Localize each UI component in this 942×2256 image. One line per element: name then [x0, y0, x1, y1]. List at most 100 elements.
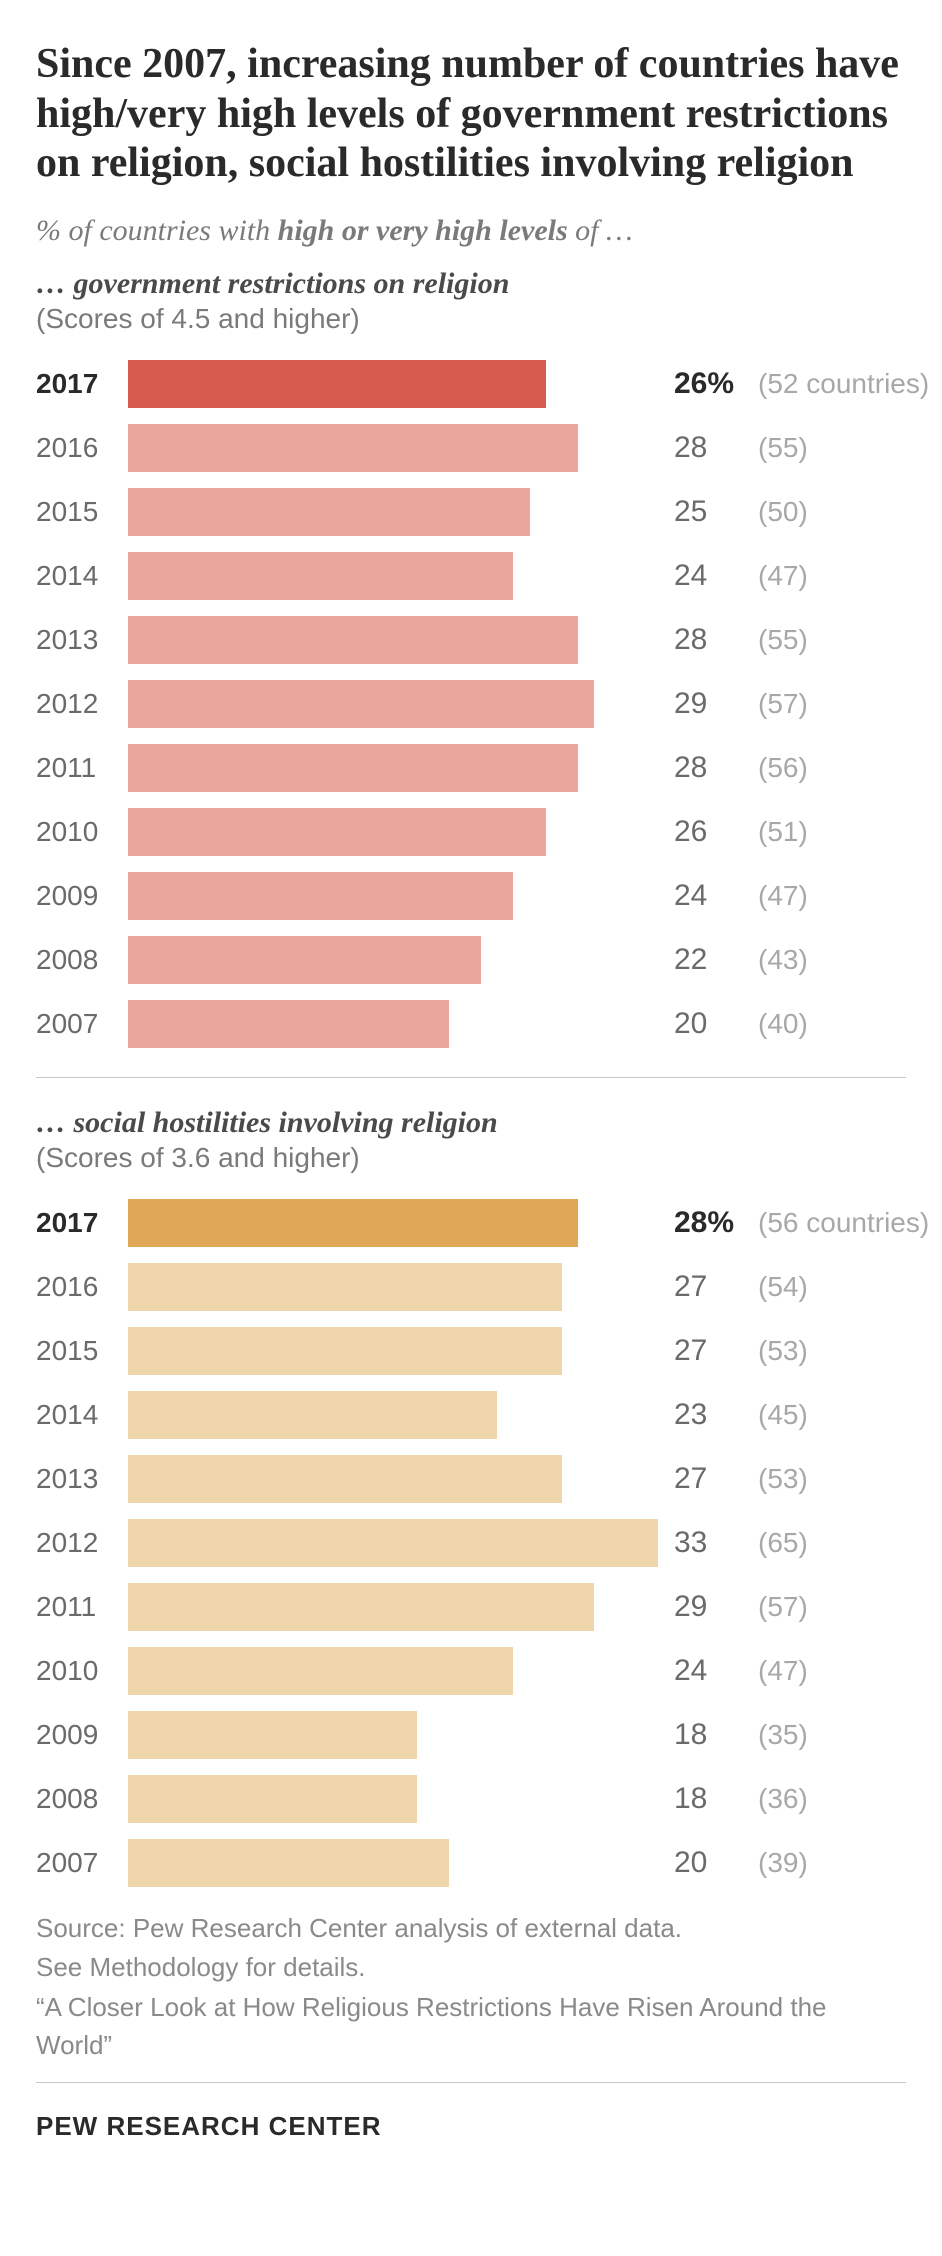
- bar-row: 200720(39): [36, 1834, 906, 1892]
- bar: [128, 1455, 562, 1503]
- bar: [128, 552, 513, 600]
- subhead: % of countries with high or very high le…: [36, 213, 906, 249]
- count-label: (57): [748, 688, 808, 720]
- bar: [128, 1647, 513, 1695]
- bar-track: [128, 1455, 658, 1503]
- year-label: 2011: [36, 752, 128, 784]
- bar-track: [128, 936, 658, 984]
- chart2-bars: 201728%(56 countries) 201627(54) 2015 27 (53…: [36, 1194, 906, 1892]
- count-label: (56 countries): [748, 1207, 929, 1239]
- value-label: 29: [658, 687, 748, 721]
- value-label: 24: [658, 559, 748, 593]
- chart1-label: … government restrictions on religion: [36, 267, 906, 301]
- value-label: 27: [658, 1270, 748, 1304]
- count-label: (45): [748, 1399, 808, 1431]
- year-label: 2013: [36, 624, 128, 656]
- bar-row: 201024(47): [36, 1642, 906, 1700]
- bar: [128, 360, 546, 408]
- chart2-note: (Scores of 3.6 and higher): [36, 1142, 906, 1174]
- bar-row: 201628(55): [36, 419, 906, 477]
- bar-track: [128, 1711, 658, 1759]
- bar-row: 201527(53): [36, 1322, 906, 1380]
- value-label: 28%: [658, 1206, 748, 1240]
- bar-track: [128, 1519, 658, 1567]
- bar-row: 201728%(56 countries): [36, 1194, 906, 1252]
- bar-row: 201726%(52 countries): [36, 355, 906, 413]
- count-label: (47): [748, 560, 808, 592]
- bar-track: [128, 616, 658, 664]
- value-label: 29: [658, 1590, 748, 1624]
- value-label: 26: [658, 815, 748, 849]
- year-label: 2017: [36, 368, 128, 400]
- bar-row: 200720(40): [36, 995, 906, 1053]
- year-label: 2013: [36, 1463, 128, 1495]
- bar: [128, 1000, 449, 1048]
- value-label: 25: [658, 495, 748, 529]
- bar: [128, 1583, 594, 1631]
- year-label: 2007: [36, 1008, 128, 1040]
- bar: [128, 1519, 658, 1567]
- bar-row: 200924(47): [36, 867, 906, 925]
- bar: [128, 1327, 562, 1375]
- year-label: 2007: [36, 1847, 128, 1879]
- count-label: (53): [748, 1463, 808, 1495]
- bar: [128, 1199, 578, 1247]
- bar-row: 2011 29(57): [36, 1578, 906, 1636]
- subhead-suffix: of …: [568, 214, 633, 247]
- footer-divider: [36, 2082, 906, 2083]
- bar: [128, 488, 530, 536]
- count-label: (47): [748, 1655, 808, 1687]
- count-label: (54): [748, 1271, 808, 1303]
- bar: [128, 1839, 449, 1887]
- bar: [128, 936, 481, 984]
- bar-track: [128, 360, 658, 408]
- value-label: 24: [658, 879, 748, 913]
- bar: [128, 424, 578, 472]
- bar-track: [128, 1775, 658, 1823]
- value-label: 28: [658, 751, 748, 785]
- count-label: (39): [748, 1847, 808, 1879]
- value-label: 22: [658, 943, 748, 977]
- bar-row: 201627(54): [36, 1258, 906, 1316]
- year-label: 2010: [36, 816, 128, 848]
- value-label: 20: [658, 1007, 748, 1041]
- count-label: (50): [748, 496, 808, 528]
- year-label: 2008: [36, 1783, 128, 1815]
- bar: [128, 616, 578, 664]
- count-label: (36): [748, 1783, 808, 1815]
- bar: [128, 872, 513, 920]
- count-label: (51): [748, 816, 808, 848]
- value-label: 28: [658, 623, 748, 657]
- year-label: 2011: [36, 1591, 128, 1623]
- footnote-line: See Methodology for details.: [36, 1949, 906, 1987]
- bar-row: 200822(43): [36, 931, 906, 989]
- logo: PEW RESEARCH CENTER: [36, 2111, 906, 2142]
- year-label: 2015: [36, 496, 128, 528]
- footnotes: Source: Pew Research Center analysis of …: [36, 1910, 906, 2065]
- value-label: 18: [658, 1718, 748, 1752]
- bar: [128, 808, 546, 856]
- value-label: 27: [658, 1334, 748, 1368]
- bar-track: [128, 808, 658, 856]
- count-label: (57): [748, 1591, 808, 1623]
- headline: Since 2007, increasing number of countri…: [36, 40, 906, 189]
- year-label: 2015: [36, 1335, 128, 1367]
- count-label: (43): [748, 944, 808, 976]
- bar-row: 2015 25(50): [36, 483, 906, 541]
- subhead-bold: high or very high levels: [278, 214, 568, 247]
- bar-row: 201233(65): [36, 1514, 906, 1572]
- bar-row: 200818(36): [36, 1770, 906, 1828]
- bar-track: [128, 1647, 658, 1695]
- bar-track: [128, 1263, 658, 1311]
- year-label: 2014: [36, 560, 128, 592]
- value-label: 24: [658, 1654, 748, 1688]
- year-label: 2012: [36, 688, 128, 720]
- bar-row: 201327(53): [36, 1450, 906, 1508]
- count-label: (55): [748, 432, 808, 464]
- count-label: (65): [748, 1527, 808, 1559]
- bar-track: [128, 1391, 658, 1439]
- value-label: 26%: [658, 367, 748, 401]
- bar-track: [128, 1199, 658, 1247]
- bar-row: 2014 24(47): [36, 547, 906, 605]
- footnote-line: “A Closer Look at How Religious Restrict…: [36, 1989, 906, 2064]
